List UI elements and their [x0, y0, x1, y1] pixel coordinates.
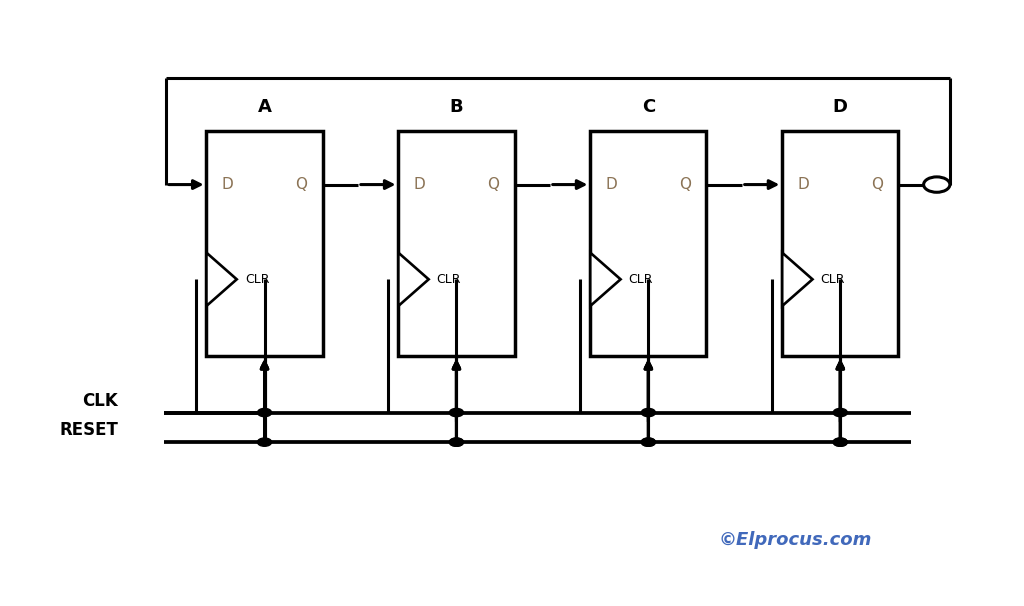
Text: CLR: CLR: [820, 273, 845, 286]
Text: D: D: [798, 177, 809, 192]
Circle shape: [450, 408, 464, 417]
Text: B: B: [450, 99, 463, 116]
Polygon shape: [782, 253, 812, 306]
Circle shape: [257, 438, 271, 446]
Text: D: D: [414, 177, 425, 192]
Polygon shape: [590, 253, 621, 306]
Circle shape: [641, 438, 655, 446]
Circle shape: [924, 177, 950, 192]
Text: ©Elprocus.com: ©Elprocus.com: [718, 531, 871, 549]
Circle shape: [450, 438, 464, 446]
Text: D: D: [833, 99, 848, 116]
Polygon shape: [207, 253, 237, 306]
Circle shape: [834, 438, 847, 446]
Text: Q: Q: [487, 177, 500, 192]
Text: Q: Q: [679, 177, 691, 192]
Text: CLR: CLR: [437, 273, 461, 286]
Bar: [207, 132, 323, 356]
Text: CLR: CLR: [629, 273, 653, 286]
Circle shape: [641, 438, 655, 446]
Bar: [398, 132, 514, 356]
Circle shape: [834, 438, 847, 446]
Text: C: C: [642, 99, 655, 116]
Text: RESET: RESET: [59, 421, 118, 439]
Text: D: D: [221, 177, 233, 192]
Circle shape: [450, 438, 464, 446]
Text: CLK: CLK: [82, 391, 118, 410]
Text: D: D: [605, 177, 617, 192]
Text: A: A: [258, 99, 271, 116]
Circle shape: [257, 408, 271, 417]
Text: Q: Q: [871, 177, 884, 192]
Circle shape: [641, 408, 655, 417]
Circle shape: [834, 408, 847, 417]
Text: Q: Q: [296, 177, 307, 192]
Polygon shape: [398, 253, 429, 306]
Text: CLR: CLR: [245, 273, 269, 286]
Bar: [590, 132, 707, 356]
Bar: [782, 132, 898, 356]
